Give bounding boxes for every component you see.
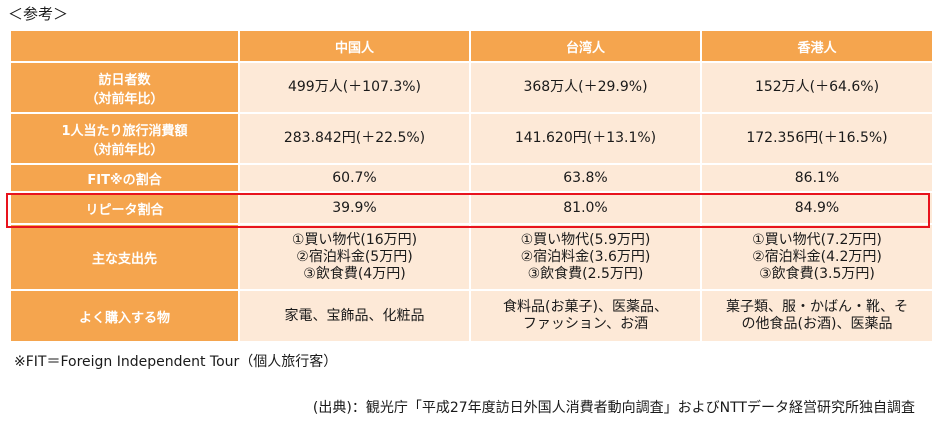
table-row-main-expenses: 主な支出先 ①買い物代(16万円) ②宿泊料金(5万円) ③飲食費(4万円) ①… [9, 223, 934, 291]
table-cell: 60.7% [238, 163, 471, 193]
table-cell: 63.8% [469, 163, 702, 193]
header-cell-hongkong: 香港人 [700, 29, 934, 63]
table-cell: 84.9% [700, 191, 934, 225]
table-header-row: 中国人 台湾人 香港人 [9, 29, 934, 63]
row-label-main-expenses: 主な支出先 [9, 223, 240, 291]
header-cell-taiwan: 台湾人 [469, 29, 702, 63]
header-cell-corner [9, 29, 240, 63]
table-cell: ①買い物代(7.2万円) ②宿泊料金(4.2万円) ③飲食費(3.5万円) [700, 223, 934, 291]
table-cell: 283.842円(＋22.5%) [238, 112, 471, 165]
table-row-fit: FIT※の割合 60.7% 63.8% 86.1% [9, 163, 934, 193]
row-label-visitors: 訪日者数 （対前年比） [9, 61, 240, 114]
table-cell: 152万人(＋64.6%) [700, 61, 934, 114]
table-row-spending: 1人当たり旅行消費額 （対前年比） 283.842円(＋22.5%) 141.6… [9, 112, 934, 165]
table-cell: 食料品(お菓子)、医薬品、 ファッション、お酒 [469, 289, 702, 343]
fit-footnote: ※FIT＝Foreign Independent Tour（個人旅行客） [14, 354, 338, 370]
table-cell: 86.1% [700, 163, 934, 193]
row-label-purchases: よく購入する物 [9, 289, 240, 343]
table-cell: 141.620円(＋13.1%) [469, 112, 702, 165]
table-row-visitors: 訪日者数 （対前年比） 499万人(＋107.3%) 368万人(＋29.9%)… [9, 61, 934, 114]
row-label-fit: FIT※の割合 [9, 163, 240, 193]
row-label-repeater: リピータ割合 [9, 191, 240, 225]
table-row-purchases: よく購入する物 家電、宝飾品、化粧品 食料品(お菓子)、医薬品、 ファッション、… [9, 289, 934, 343]
table-cell: 81.0% [469, 191, 702, 225]
row-label-spending: 1人当たり旅行消費額 （対前年比） [9, 112, 240, 165]
comparison-table: 中国人 台湾人 香港人 訪日者数 （対前年比） 499万人(＋107.3%) 3… [9, 29, 934, 343]
table-row-repeater: リピータ割合 39.9% 81.0% 84.9% [9, 191, 934, 225]
table-cell: 菓子類、服・かばん・靴、そ の他食品(お酒)、医薬品 [700, 289, 934, 343]
table-cell: 499万人(＋107.3%) [238, 61, 471, 114]
table-cell: ①買い物代(5.9万円) ②宿泊料金(3.6万円) ③飲食費(2.5万円) [469, 223, 702, 291]
header-cell-china: 中国人 [238, 29, 471, 63]
table-cell: 368万人(＋29.9%) [469, 61, 702, 114]
source-citation: (出典)：観光庁「平成27年度訪日外国人消費者動向調査」およびNTTデータ経営研… [312, 400, 915, 416]
reference-label: ＜参考＞ [8, 5, 69, 23]
table-cell: ①買い物代(16万円) ②宿泊料金(5万円) ③飲食費(4万円) [238, 223, 471, 291]
table-cell: 172.356円(＋16.5%) [700, 112, 934, 165]
table-cell: 家電、宝飾品、化粧品 [238, 289, 471, 343]
table-cell: 39.9% [238, 191, 471, 225]
